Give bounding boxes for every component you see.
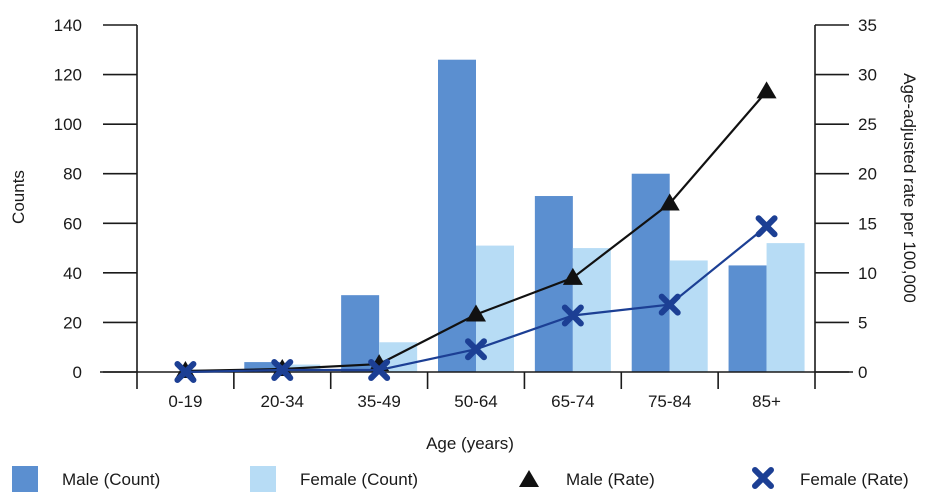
y-tick-label-20: 20 [63, 313, 82, 332]
point-male-rate-65-74 [562, 267, 583, 285]
point-female-rate-35-49 [368, 359, 391, 382]
point-female-rate-20-34 [271, 359, 294, 382]
y-right-tick-label-10: 10 [858, 264, 877, 283]
x-tick-label-35-49: 35-49 [357, 392, 400, 411]
y-tick-label-100: 100 [54, 115, 82, 134]
y-tick-label-40: 40 [63, 264, 82, 283]
legend-female-count-swatch [250, 466, 276, 492]
x-tick-label-65-74: 65-74 [551, 392, 594, 411]
bar-female-count-85 [766, 243, 805, 372]
legend-female-count-label: Female (Count) [300, 470, 418, 489]
legend: Male (Count) Female (Count) Male (Rate) Fem… [12, 466, 909, 492]
lines-layer [174, 81, 778, 383]
x-tick-label-20-34: 20-34 [261, 392, 304, 411]
y-tick-label-0: 0 [73, 363, 82, 382]
bars-layer [185, 59, 805, 372]
point-female-rate-75-84-stroke-b [658, 293, 681, 316]
point-female-rate-0-19-stroke-b [174, 361, 197, 383]
bar-male-count-20-34 [244, 362, 283, 372]
x-tick-label-50-64: 50-64 [454, 392, 497, 411]
legend-male-rate: Male (Rate) [519, 470, 655, 489]
y-axis-right-title: Age-adjusted rate per 100,000 [900, 73, 919, 303]
y-right-tick-label-5: 5 [858, 313, 867, 332]
y-right-tick-label-0: 0 [858, 363, 867, 382]
legend-female-rate-swatch-stroke-b [752, 467, 774, 489]
legend-male-count-swatch [12, 466, 38, 492]
legend-female-rate: Female (Rate) [752, 467, 909, 489]
point-female-rate-35-49-stroke-b [368, 359, 391, 382]
x-tick-label-0-19: 0-19 [168, 392, 202, 411]
y-right-tick-label-25: 25 [858, 115, 877, 134]
x-tick-label-85: 85+ [752, 392, 781, 411]
axes-layer: 0-19 20-34 35-49 50-64 65-74 75-84 85+ 0 20 40 60 8… [54, 16, 877, 411]
point-female-rate-50-64-stroke-b [465, 338, 487, 361]
x-axis-title: Age (years) [426, 434, 514, 453]
legend-male-rate-label: Male (Rate) [566, 470, 655, 489]
point-female-rate-75-84 [658, 293, 681, 316]
legend-male-rate-swatch [519, 470, 539, 487]
y-right-tick-label-30: 30 [858, 66, 877, 85]
bar-male-count-35-49 [341, 295, 380, 372]
point-male-rate-85 [756, 81, 777, 99]
point-female-rate-20-34-stroke-b [271, 359, 294, 382]
y-tick-label-140: 140 [54, 16, 82, 35]
legend-male-count-label: Male (Count) [62, 470, 160, 489]
legend-female-rate-label: Female (Rate) [800, 470, 909, 489]
legend-female-count: Female (Count) [250, 466, 418, 492]
bar-female-count-50-64 [476, 245, 514, 372]
point-male-rate-50-64 [466, 304, 486, 322]
point-female-rate-50-64 [465, 338, 487, 361]
point-female-rate-65-74-stroke-b [561, 304, 584, 327]
point-male-rate-75-84 [659, 193, 680, 211]
y-tick-label-80: 80 [63, 165, 82, 184]
y-right-tick-label-20: 20 [858, 165, 877, 184]
bar-male-count-85 [728, 265, 767, 372]
y-right-tick-label-15: 15 [858, 214, 877, 233]
point-female-rate-0-19 [174, 361, 197, 383]
y-tick-label-120: 120 [54, 66, 82, 85]
point-female-rate-85 [755, 215, 778, 238]
point-female-rate-65-74 [561, 304, 584, 327]
y-tick-label-60: 60 [63, 214, 82, 233]
point-female-rate-85-stroke-b [755, 215, 778, 238]
y-axis-title: Counts [9, 170, 28, 224]
x-tick-label-75-84: 75-84 [648, 392, 691, 411]
legend-male-count: Male (Count) [12, 466, 160, 492]
legend-female-rate-swatch [752, 467, 774, 489]
y-right-tick-label-35: 35 [858, 16, 877, 35]
